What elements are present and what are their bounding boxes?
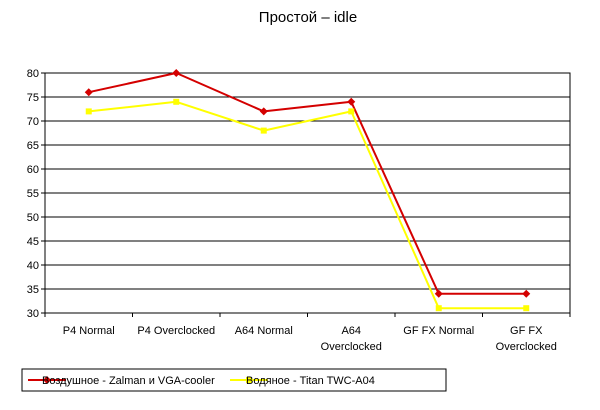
data-point (523, 305, 530, 312)
x-tick-label: P4 Overclocked (137, 325, 215, 337)
x-tick-label: P4 Normal (63, 325, 115, 337)
data-point (522, 289, 531, 298)
y-tick-label: 55 (27, 188, 39, 200)
data-point (434, 289, 443, 298)
chart-title: Простой – idle (259, 9, 357, 26)
legend-label: Воздушное - Zalman и VGA-cooler (42, 375, 215, 387)
y-tick-label: 35 (27, 284, 39, 296)
data-point (259, 107, 268, 116)
y-tick-label: 80 (27, 68, 39, 80)
gridlines (45, 72, 570, 290)
legend-label: Водяное - Titan TWC-A04 (246, 375, 375, 387)
x-tick-label: GF FX (510, 325, 543, 337)
y-tick-label: 65 (27, 140, 39, 152)
y-tick-label: 75 (27, 92, 39, 104)
series-line-2 (88, 100, 527, 310)
x-tick-label: Overclocked (321, 341, 382, 353)
y-tick-label: 50 (27, 212, 39, 224)
data-point (435, 305, 442, 312)
data-point (347, 97, 356, 106)
data-point (260, 127, 267, 134)
data-point (172, 69, 181, 77)
y-tick-label: 40 (27, 260, 39, 272)
data-point (173, 98, 180, 105)
series-line-1 (88, 72, 527, 295)
x-tick-label: A64 (341, 325, 361, 337)
y-tick-label: 60 (27, 164, 39, 176)
data-point (84, 88, 93, 97)
legend-marker (246, 377, 252, 383)
x-tick-label: GF FX Normal (403, 325, 474, 337)
legend: Воздушное - Zalman и VGA-cooler Водяное -… (21, 368, 447, 392)
x-tick-label: Overclocked (496, 341, 557, 353)
data-point (85, 108, 92, 115)
y-axis: 30 35 40 45 50 55 60 65 70 75 80 (27, 68, 45, 320)
x-tick-label: A64 Normal (235, 325, 293, 337)
y-tick-label: 30 (27, 308, 39, 320)
legend-marker (43, 376, 51, 384)
y-tick-label: 45 (27, 236, 39, 248)
data-point (348, 108, 355, 115)
series-layer (84, 69, 531, 312)
x-axis: P4 Normal P4 Overclocked A64 Normal A64 Over… (44, 313, 571, 353)
y-tick-label: 70 (27, 116, 39, 128)
